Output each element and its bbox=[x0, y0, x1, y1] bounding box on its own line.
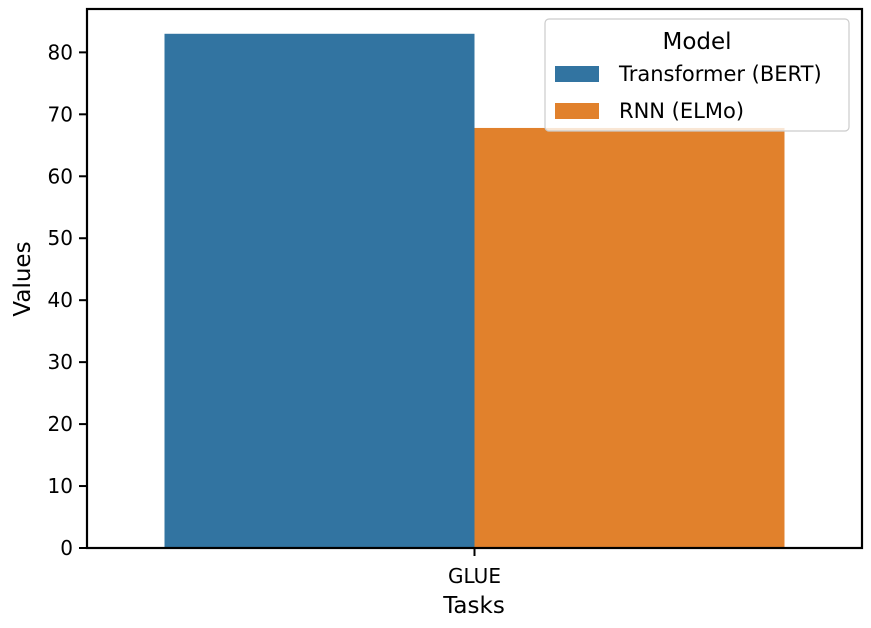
y-tick-label: 20 bbox=[48, 412, 73, 436]
y-tick-label: 40 bbox=[48, 288, 73, 312]
y-tick-label: 60 bbox=[48, 164, 73, 188]
plot-frame bbox=[85, 7, 864, 550]
x-tick-label: GLUE bbox=[448, 564, 501, 588]
y-tick-label: 80 bbox=[48, 40, 73, 64]
y-tick-label: 30 bbox=[48, 350, 73, 374]
legend-swatch bbox=[555, 66, 599, 82]
x-axis-ticks: GLUE bbox=[448, 548, 501, 588]
bar-transformer-bert bbox=[164, 33, 475, 548]
y-tick-label: 10 bbox=[48, 474, 73, 498]
legend: Model Transformer (BERT) RNN (ELMo) bbox=[544, 18, 850, 132]
legend-entry-label: RNN (ELMo) bbox=[619, 99, 744, 123]
y-tick-label: 70 bbox=[48, 102, 73, 126]
legend-entry-label: Transformer (BERT) bbox=[618, 62, 822, 86]
bar-rnn-elmo bbox=[474, 127, 785, 548]
legend-title: Model bbox=[662, 29, 731, 55]
bars-group bbox=[164, 33, 785, 548]
y-axis-ticks: 0 10 20 30 40 50 60 70 80 bbox=[48, 40, 87, 560]
legend-box bbox=[544, 18, 850, 132]
legend-swatch bbox=[555, 103, 599, 119]
x-axis-label: Tasks bbox=[442, 593, 505, 619]
y-axis-label: Values bbox=[10, 241, 36, 316]
y-tick-label: 0 bbox=[60, 536, 73, 560]
y-tick-label: 50 bbox=[48, 226, 73, 250]
